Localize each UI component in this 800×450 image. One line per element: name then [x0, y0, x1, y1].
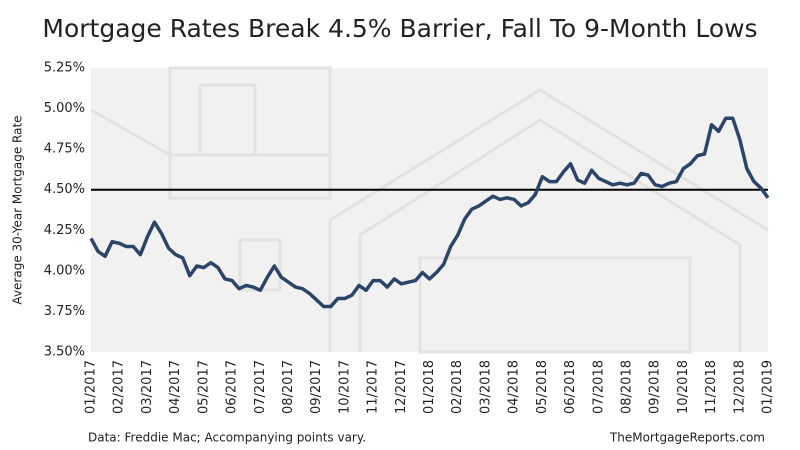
x-tick-label: 03/2018	[478, 360, 493, 414]
x-tick-label: 11/2017	[366, 360, 381, 414]
x-tick-label: 04/2017	[168, 360, 183, 414]
x-tick-label: 08/2017	[281, 360, 296, 414]
y-tick-label: 5.25%	[44, 61, 85, 76]
y-tick-label: 3.50%	[44, 345, 85, 360]
y-tick-label: 4.75%	[44, 142, 85, 157]
line-series	[89, 116, 770, 309]
y-tick-label: 4.00%	[44, 263, 85, 278]
x-tick-label: 02/2017	[112, 360, 127, 414]
y-tick-label: 4.50%	[44, 182, 85, 197]
y-axis-label: Average 30-Year Mortgage Rate	[11, 115, 25, 304]
x-tick-label: 06/2017	[225, 360, 240, 414]
x-tick-label: 03/2017	[140, 360, 155, 414]
x-tick-label: 01/2017	[84, 360, 99, 414]
source-note: Data: Freddie Mac; Accompanying points v…	[88, 431, 366, 445]
x-tick-label: 09/2018	[648, 360, 663, 414]
x-tick-label: 01/2018	[422, 360, 437, 414]
x-tick-label: 12/2018	[732, 360, 747, 414]
y-tick-label: 4.25%	[44, 223, 85, 238]
x-tick-label: 01/2019	[761, 360, 776, 414]
x-tick-label: 08/2018	[619, 360, 634, 414]
x-tick-label: 05/2018	[535, 360, 550, 414]
y-tick-label: 5.00%	[44, 101, 85, 116]
x-tick-label: 06/2018	[563, 360, 578, 414]
x-tick-label: 07/2018	[591, 360, 606, 414]
chart-title: Mortgage Rates Break 4.5% Barrier, Fall …	[42, 14, 757, 43]
x-tick-label: 10/2017	[337, 360, 352, 414]
x-tick-label: 11/2018	[704, 360, 719, 414]
x-tick-label: 09/2017	[309, 360, 324, 414]
credit: TheMortgageReports.com	[609, 431, 765, 445]
x-tick-label: 10/2018	[676, 360, 691, 414]
x-tick-label: 04/2018	[507, 360, 522, 414]
plot-background	[91, 68, 768, 352]
x-tick-label: 12/2017	[394, 360, 409, 414]
background-house	[90, 66, 769, 354]
x-tick-label: 07/2017	[253, 360, 268, 414]
y-tick-label: 3.75%	[44, 304, 85, 319]
x-tick-label: 05/2017	[196, 360, 211, 414]
x-tick-label: 02/2018	[450, 360, 465, 414]
